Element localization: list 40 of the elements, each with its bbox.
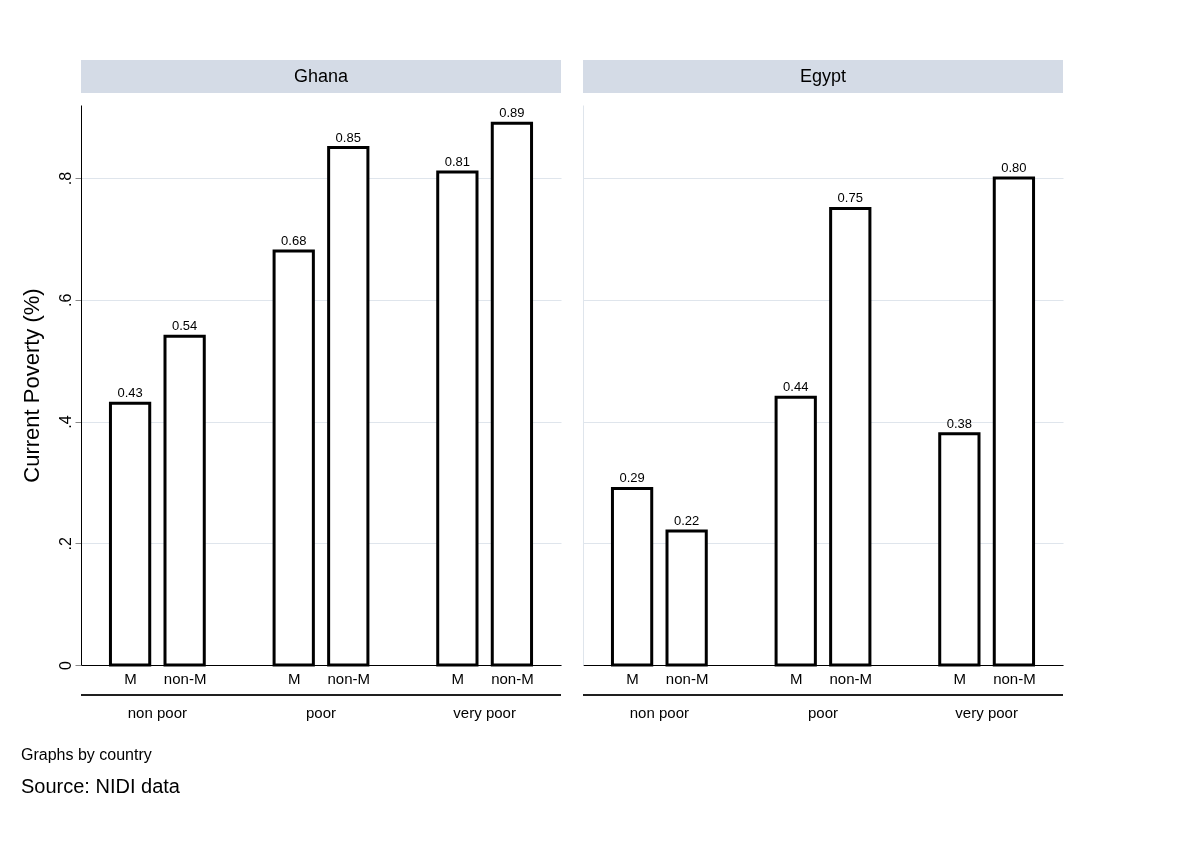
y-tick-label: .8 (56, 171, 74, 186)
text: Graphs by country (21, 746, 152, 763)
chart-title: Ghana (293, 66, 350, 86)
text: poor (807, 704, 839, 721)
x-tick-label: non-M (665, 669, 709, 687)
text: non poor (127, 704, 187, 721)
x-tick-label: M (124, 669, 137, 687)
x-tick-label: M (953, 669, 967, 687)
data-label: 0.68 (281, 233, 307, 249)
x-tick-label: M (287, 669, 301, 687)
data-label: 0.89 (499, 105, 525, 121)
text: very poor (955, 704, 1018, 721)
data-label: 0.38 (946, 415, 973, 431)
text: non poor (629, 704, 689, 721)
y-tick-label: .6 (56, 293, 74, 307)
data-label: 0.29 (619, 470, 645, 486)
text: very poor (453, 704, 516, 721)
y-axis-title: Current Poverty (%) (18, 288, 44, 483)
data-label: 0.80 (1001, 160, 1027, 176)
x-tick-label: non-M (327, 669, 371, 687)
x-tick-label: M (626, 669, 639, 687)
y-tick-label: 0 (56, 660, 74, 670)
data-label: 0.54 (171, 318, 198, 334)
data-label: 0.44 (783, 379, 809, 395)
chart-title: Egypt (799, 66, 847, 86)
data-label: 0.85 (335, 129, 361, 145)
x-tick-label: non-M (993, 669, 1036, 687)
data-label: 0.43 (117, 385, 143, 401)
data-label: 0.22 (673, 513, 700, 529)
data-label: 0.81 (444, 153, 471, 169)
source-note: Source: NIDI data (21, 775, 181, 797)
x-tick-label: non-M (829, 669, 873, 687)
data-label: 0.75 (837, 190, 863, 206)
text: poor (305, 704, 337, 721)
x-tick-label: non-M (163, 669, 207, 687)
x-tick-label: M (451, 669, 465, 687)
x-tick-label: non-M (491, 669, 534, 687)
y-tick-label: .4 (56, 415, 74, 429)
y-tick-label: .2 (56, 536, 74, 551)
x-tick-label: M (789, 669, 803, 687)
